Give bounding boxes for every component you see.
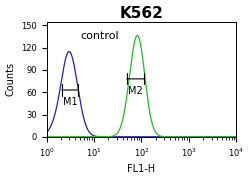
Text: M2: M2 [128,86,143,96]
Text: M1: M1 [62,97,77,107]
Text: control: control [81,31,119,41]
Title: K562: K562 [120,6,164,21]
X-axis label: FL1-H: FL1-H [128,165,156,174]
Y-axis label: Counts: Counts [6,62,16,96]
